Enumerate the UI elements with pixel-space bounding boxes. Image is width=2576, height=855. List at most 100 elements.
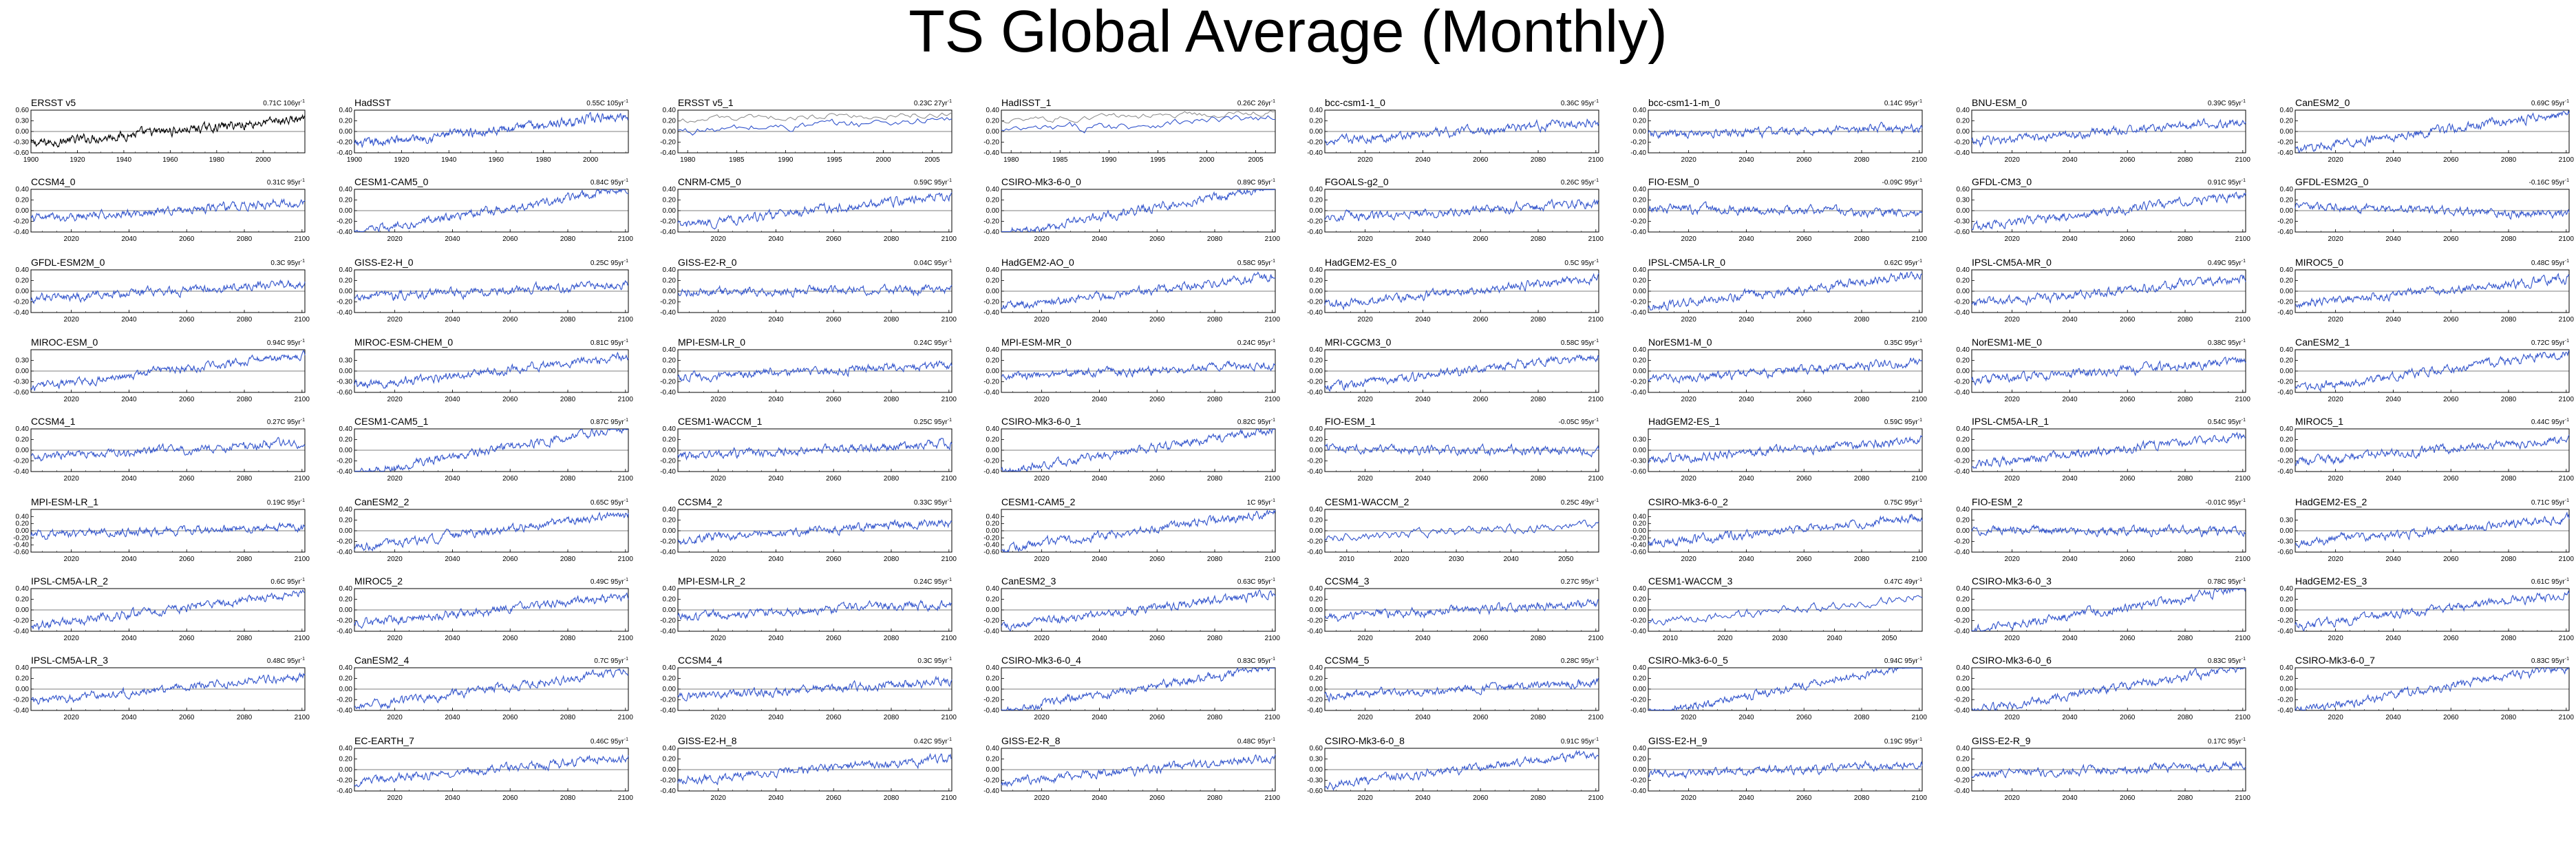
x-tick-label: 2040	[768, 556, 784, 563]
x-tick-label: 2080	[884, 714, 900, 721]
series-line	[354, 351, 629, 389]
chart-panel: BNU-ESM_0 0.39C 95yr-1 0.40 0.20 0.00 -0.20 -0…	[1941, 92, 2256, 169]
y-tick-label: -0.20	[983, 777, 999, 785]
y-tick-label: 0.00	[16, 686, 30, 693]
series-line	[1648, 514, 1923, 548]
y-tick-label: -0.40	[660, 788, 676, 795]
x-tick-label: 2050	[1558, 556, 1574, 563]
y-tick-label: 0.00	[16, 288, 30, 295]
x-tick-label: 2060	[2120, 475, 2136, 483]
panel-title: CanESM2_2	[354, 496, 409, 507]
x-tick-label: 2100	[1912, 235, 1928, 243]
chart-panel: CanESM2_2 0.65C 95yr-1 0.40 0.20 0.00 -0.20 -0…	[323, 492, 639, 569]
y-tick-label: -0.40	[1307, 149, 1323, 157]
y-tick-label: 0.20	[1957, 756, 1970, 763]
y-tick-label: 0.30	[16, 118, 30, 125]
panel-trend-label: 0.89C 95yr-1	[1237, 178, 1275, 187]
panel-title: IPSL-CM5A-LR_2	[31, 576, 108, 587]
x-tick-label: 2040	[1415, 235, 1431, 243]
y-tick-label: 0.20	[663, 517, 677, 525]
y-tick-label: 0.40	[986, 513, 1000, 520]
panel-title: GISS-E2-H_9	[1648, 735, 1707, 746]
x-tick-label: 2040	[1738, 475, 1754, 483]
y-tick-label: -0.60	[1954, 229, 1970, 236]
x-tick-label: 2040	[445, 794, 460, 802]
y-tick-label: 0.20	[663, 675, 677, 683]
chart-svg: CESM1-CAM5_1 0.87C 95yr-1 0.40 0.20 0.00 -0.2…	[337, 416, 634, 483]
chart-panel: GISS-E2-H_0 0.25C 95yr-1 0.40 0.20 0.00 -0.20…	[323, 252, 639, 329]
y-tick-label: 0.00	[2280, 288, 2294, 295]
y-tick-label: 0.40	[1633, 745, 1647, 752]
x-tick-label: 2040	[445, 316, 460, 324]
x-tick-label: 2020	[2328, 396, 2344, 403]
x-tick-label: 2080	[2501, 714, 2517, 721]
y-tick-label: -0.20	[660, 538, 676, 546]
x-tick-label: 2100	[618, 475, 634, 483]
y-tick-label: 0.00	[1310, 368, 1323, 375]
y-tick-label: -0.60	[2277, 549, 2293, 556]
series-line	[677, 192, 952, 230]
x-tick-label: 2060	[826, 635, 842, 642]
y-tick-label: 0.30	[16, 357, 30, 365]
y-tick-label: 0.20	[339, 436, 353, 444]
x-tick-label: 2100	[295, 556, 310, 563]
y-tick-label: 0.40	[1633, 346, 1647, 354]
y-tick-label: 0.00	[986, 368, 1000, 375]
x-tick-label: 2040	[1415, 635, 1431, 642]
chart-panel: CESM1-WACCM_2 0.25C 49yr-1 0.40 0.20 0.00 -0.…	[1294, 492, 1609, 569]
y-tick-label: 0.40	[986, 745, 1000, 752]
series-line	[1971, 191, 2246, 231]
y-tick-label: 0.00	[2280, 207, 2294, 215]
x-tick-label: 2060	[1473, 635, 1489, 642]
panel-title: CCSM4_5	[1325, 655, 1370, 666]
panel-title: bcc-csm1-1_0	[1325, 97, 1385, 108]
chart-svg: GISS-E2-R_9 0.17C 95yr-1 0.40 0.20 0.00 -0.20…	[1954, 735, 2250, 802]
x-tick-label: 2020	[2005, 235, 2021, 243]
x-tick-label: 2080	[1854, 235, 1870, 243]
x-tick-label: 2020	[1681, 316, 1697, 324]
y-tick-label: 0.00	[1310, 128, 1323, 136]
x-tick-label: 2060	[826, 794, 842, 802]
x-tick-label: 2080	[1207, 556, 1223, 563]
y-tick-label: 0.00	[1310, 766, 1323, 774]
panel-title: IPSL-CM5A-LR_0	[1648, 257, 1725, 268]
panel-title: CSIRO-Mk3-6-0_1	[1001, 416, 1081, 427]
chart-panel: IPSL-CM5A-LR_0 0.62C 95yr-1 0.40 0.20 0.00 -0…	[1617, 252, 1933, 329]
series-line	[30, 589, 305, 631]
y-tick-label: 0.20	[986, 357, 1000, 365]
y-tick-label: 0.00	[339, 288, 353, 295]
panel-trend-label: 0.59C 95yr-1	[914, 178, 952, 187]
x-tick-label: 2020	[1681, 714, 1697, 721]
y-tick-label: 0.40	[2280, 346, 2294, 354]
x-tick-label: 2080	[1207, 475, 1223, 483]
y-tick-label: 0.00	[663, 606, 677, 614]
x-tick-label: 2020	[711, 475, 727, 483]
x-tick-label: 2100	[1588, 714, 1604, 721]
panel-trend-label: 0.58C 95yr-1	[1561, 339, 1599, 347]
x-tick-label: 2060	[1473, 475, 1489, 483]
x-tick-label: 2040	[2062, 156, 2078, 164]
panel-title: IPSL-CM5A-LR_1	[1972, 416, 2049, 427]
x-tick-label: 1995	[827, 156, 842, 164]
y-tick-label: 0.00	[339, 527, 353, 535]
x-tick-label: 2060	[2120, 635, 2136, 642]
x-tick-label: 2060	[2443, 714, 2459, 721]
x-tick-label: 2100	[295, 635, 310, 642]
series-line	[1324, 118, 1599, 146]
chart-panel: CCSM4_5 0.28C 95yr-1 0.40 0.20 0.00 -0.20 -0.4…	[1294, 650, 1609, 727]
y-tick-label: -0.20	[1307, 379, 1323, 386]
panel-title: FIO-ESM_0	[1648, 176, 1699, 187]
x-tick-label: 1980	[1003, 156, 1019, 164]
panel-title: MPI-ESM-LR_2	[678, 576, 745, 587]
chart-panel: MPI-ESM-LR_0 0.24C 95yr-1 0.40 0.20 0.00 -0.2…	[647, 332, 962, 409]
y-tick-label: 0.40	[16, 664, 30, 672]
x-tick-label: 2080	[237, 556, 253, 563]
x-tick-label: 2080	[2501, 316, 2517, 324]
series-line	[1001, 754, 1276, 788]
panel-title: MPI-ESM-MR_0	[1001, 337, 1072, 348]
panel-trend-label: 0.25C 95yr-1	[914, 418, 952, 426]
x-tick-label: 2020	[1358, 714, 1374, 721]
y-tick-label: -0.20	[13, 534, 29, 542]
x-tick-label: 2080	[1207, 794, 1223, 802]
panel-trend-label: 0.42C 95yr-1	[914, 737, 952, 746]
